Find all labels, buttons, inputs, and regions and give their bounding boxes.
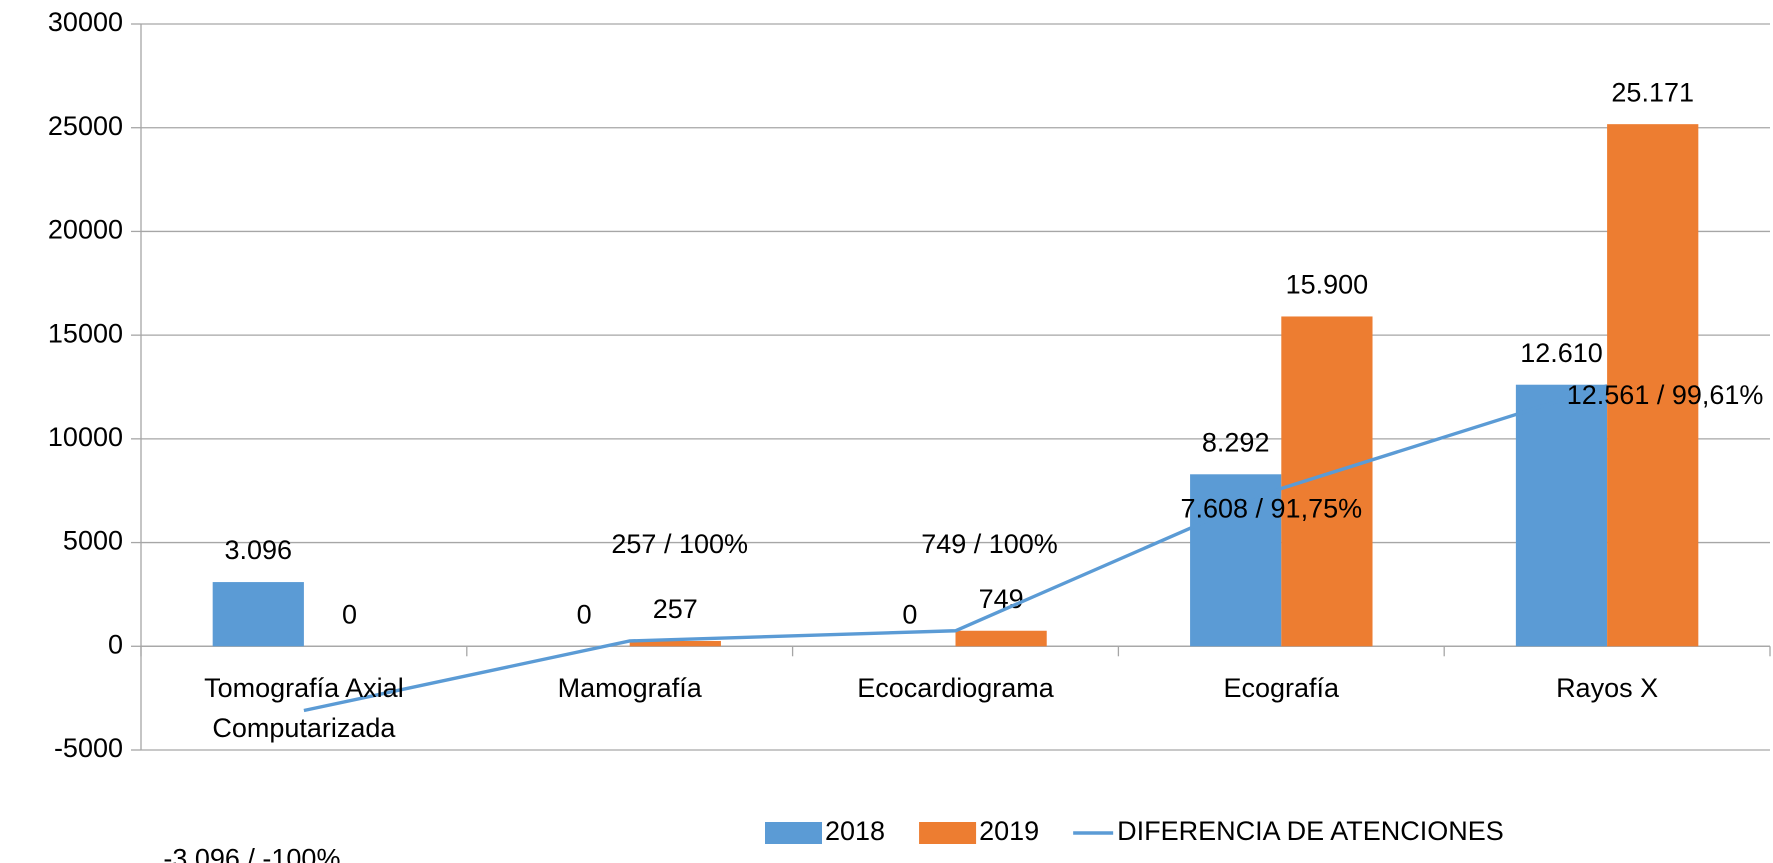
y-tick-label: 20000 — [48, 215, 123, 245]
bar — [955, 630, 1047, 647]
legend-label: DIFERENCIA DE ATENCIONES — [1117, 816, 1504, 846]
y-tick-label: 0 — [108, 629, 123, 659]
y-tick-label: 25000 — [48, 111, 123, 141]
legend-swatch — [765, 822, 822, 844]
bar — [1190, 474, 1282, 647]
data-label: 257 — [653, 594, 698, 624]
y-tick-label: -5000 — [54, 733, 123, 763]
data-label: 12.561 / 99,61% — [1567, 380, 1764, 410]
data-label: 25.171 — [1611, 77, 1694, 107]
line — [303, 384, 1608, 713]
data-label: 8.292 — [1202, 427, 1270, 457]
x-tick-label: Ecografía — [1223, 673, 1340, 704]
x-tick-label: Mamografía — [557, 673, 702, 704]
y-tick-label: 15000 — [48, 318, 123, 348]
x-tick-label: Ecocardiograma — [857, 673, 1054, 704]
legend-label: 2018 — [825, 816, 885, 846]
data-label: 257 / 100% — [611, 529, 748, 559]
data-label: 12.610 — [1520, 338, 1603, 368]
legend-label: 2019 — [979, 816, 1039, 846]
data-label: 3.096 — [224, 535, 292, 565]
data-label: -3.096 / -100% — [163, 844, 340, 863]
bar — [212, 582, 304, 647]
data-label: 7.608 / 91,75% — [1180, 494, 1362, 524]
bar — [1607, 124, 1699, 647]
y-tick-label: 5000 — [63, 526, 123, 556]
data-label: 0 — [902, 599, 917, 629]
data-label: 0 — [577, 599, 592, 629]
y-tick-label: 30000 — [48, 7, 123, 37]
bar — [629, 640, 721, 647]
bar — [1515, 384, 1608, 647]
data-label: 749 / 100% — [921, 529, 1058, 559]
x-tick-label: Tomografía Axial Computarizada — [204, 673, 404, 744]
data-label: 0 — [342, 599, 357, 629]
x-tick-label: Rayos X — [1556, 673, 1659, 704]
bar — [1281, 316, 1373, 647]
data-label: 15.900 — [1286, 270, 1369, 300]
data-label: 749 — [979, 584, 1024, 614]
legend-swatch — [919, 822, 977, 844]
y-tick-label: 10000 — [48, 422, 123, 452]
